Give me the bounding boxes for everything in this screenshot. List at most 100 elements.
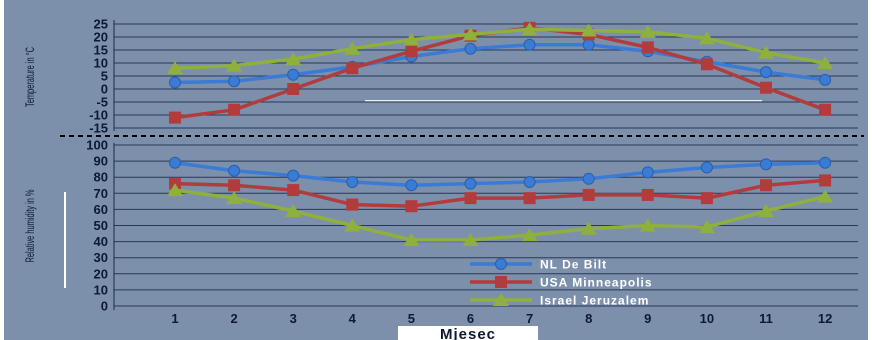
humidity-point-nl-de-bilt <box>346 176 359 189</box>
humidity-y-tick-label: 40 <box>94 234 108 249</box>
humidity-point-nl-de-bilt <box>819 156 832 169</box>
humidity-y-tick-label: 20 <box>94 266 108 281</box>
humidity-point-usa-minneapolis <box>641 188 654 201</box>
humidity-point-nl-de-bilt <box>464 177 477 190</box>
temperature-y-tick-label: 15 <box>94 43 108 58</box>
temperature-point-nl-de-bilt <box>582 38 595 51</box>
temperature-point-nl-de-bilt <box>169 76 181 89</box>
temperature-point-israel-jeruzalem <box>403 32 420 46</box>
humidity-series-line-nl-de-bilt <box>174 160 826 187</box>
temperature-y-axis-title: Temperature in °C <box>24 47 37 107</box>
x-tick-label: 2 <box>230 311 237 326</box>
temperature-y-tick-label: -5 <box>96 95 108 110</box>
chart-background <box>4 0 868 340</box>
humidity-y-tick-label: 70 <box>94 186 108 201</box>
temperature-point-usa-minneapolis <box>346 62 359 75</box>
temperature-point-usa-minneapolis <box>700 58 713 71</box>
temperature-point-israel-jeruzalem <box>580 23 597 37</box>
humidity-point-israel-jeruzalem <box>758 204 774 218</box>
humidity-point-nl-de-bilt <box>169 156 181 169</box>
humidity-point-israel-jeruzalem <box>521 228 538 242</box>
x-tick-label: 6 <box>467 311 474 326</box>
temperature-y-tick-label: -15 <box>89 121 108 136</box>
temperature-y-tick-label: -10 <box>89 108 108 123</box>
humidity-y-tick-label: 0 <box>101 299 108 314</box>
temperature-point-nl-de-bilt <box>523 38 536 51</box>
temperature-y-tick-label: 0 <box>101 82 108 97</box>
humidity-point-israel-jeruzalem <box>167 183 183 197</box>
humidity-point-israel-jeruzalem <box>580 221 597 235</box>
temperature-point-nl-de-bilt <box>819 73 832 86</box>
temperature-point-nl-de-bilt <box>464 42 477 55</box>
humidity-y-tick-label: 100 <box>86 138 108 153</box>
humidity-point-usa-minneapolis <box>464 192 477 205</box>
humidity-point-israel-jeruzalem <box>344 218 361 232</box>
humidity-y-tick-label: 10 <box>94 282 108 297</box>
humidity-point-usa-minneapolis <box>346 198 359 211</box>
x-tick-label: 3 <box>290 311 297 326</box>
legend-label: USA Minneapolis <box>540 276 653 290</box>
temperature-point-israel-jeruzalem <box>344 41 361 55</box>
legend-label: Israel Jeruzalem <box>540 294 649 308</box>
humidity-point-nl-de-bilt <box>700 161 713 174</box>
temperature-point-nl-de-bilt <box>760 66 772 79</box>
temperature-point-israel-jeruzalem <box>698 31 715 45</box>
x-tick-label: 12 <box>818 311 832 326</box>
temperature-y-tick-label: 10 <box>94 56 108 71</box>
humidity-point-usa-minneapolis <box>760 179 772 192</box>
x-tick-label: 8 <box>585 311 592 326</box>
temperature-point-usa-minneapolis <box>405 45 418 58</box>
humidity-point-israel-jeruzalem <box>639 218 656 232</box>
legend-marker <box>495 258 507 270</box>
temperature-point-israel-jeruzalem <box>167 61 183 75</box>
x-axis-title: Mjesec <box>440 326 496 340</box>
humidity-series-line-israel-jeruzalem <box>174 188 826 242</box>
temperature-point-israel-jeruzalem <box>817 56 834 69</box>
x-tick-label: 5 <box>408 311 415 326</box>
temperature-point-nl-de-bilt <box>287 68 300 81</box>
humidity-y-tick-label: 60 <box>94 202 108 217</box>
humidity-point-nl-de-bilt <box>405 179 418 192</box>
humidity-point-usa-minneapolis <box>405 200 418 213</box>
humidity-point-israel-jeruzalem <box>462 232 479 246</box>
x-tick-label: 10 <box>700 311 714 326</box>
temperature-point-israel-jeruzalem <box>285 52 302 66</box>
temperature-point-usa-minneapolis <box>819 103 832 116</box>
legend-marker <box>493 293 509 306</box>
x-tick-label: 11 <box>759 311 773 326</box>
humidity-point-nl-de-bilt <box>523 176 536 189</box>
temperature-point-usa-minneapolis <box>287 83 300 95</box>
temperature-y-tick-label: 20 <box>94 30 108 45</box>
temperature-series-line-nl-de-bilt <box>174 43 826 85</box>
humidity-point-israel-jeruzalem <box>698 220 715 234</box>
temperature-point-israel-jeruzalem <box>462 27 479 41</box>
humidity-point-nl-de-bilt <box>228 164 241 177</box>
x-tick-label: 7 <box>526 311 533 326</box>
temperature-point-usa-minneapolis <box>641 41 654 54</box>
temperature-series-line-israel-jeruzalem <box>174 27 826 70</box>
x-tick-label: 4 <box>349 311 357 326</box>
temperature-point-israel-jeruzalem <box>758 45 774 59</box>
humidity-point-usa-minneapolis <box>582 188 595 201</box>
temperature-point-israel-jeruzalem <box>521 22 538 36</box>
humidity-y-axis-title: Relative humidity in % <box>24 189 37 262</box>
humidity-point-israel-jeruzalem <box>817 189 834 203</box>
x-tick-label: 9 <box>644 311 651 326</box>
humidity-point-usa-minneapolis <box>819 174 832 187</box>
temperature-point-israel-jeruzalem <box>226 58 243 72</box>
x-tick-label: 1 <box>171 311 178 326</box>
humidity-point-israel-jeruzalem <box>226 191 243 205</box>
temperature-point-nl-de-bilt <box>228 75 241 88</box>
humidity-point-nl-de-bilt <box>287 169 300 182</box>
humidity-point-israel-jeruzalem <box>403 232 420 246</box>
humidity-point-usa-minneapolis <box>287 184 300 197</box>
humidity-point-usa-minneapolis <box>523 192 536 205</box>
temperature-point-usa-minneapolis <box>228 103 241 116</box>
humidity-series-line-usa-minneapolis <box>174 178 826 208</box>
temperature-y-tick-label: 5 <box>101 69 108 84</box>
humidity-y-tick-label: 80 <box>94 170 108 185</box>
humidity-point-nl-de-bilt <box>641 166 654 179</box>
legend-marker <box>495 276 507 288</box>
